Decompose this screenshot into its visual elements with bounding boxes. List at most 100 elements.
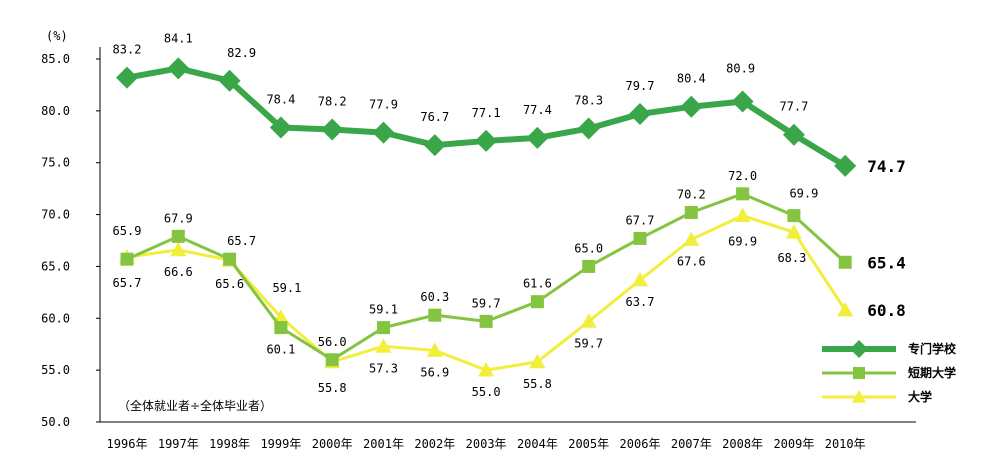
y-tick-label: 55.0 (41, 363, 70, 377)
legend-marker (850, 340, 868, 358)
data-label: 55.8 (318, 381, 347, 395)
y-tick-label: 75.0 (41, 156, 70, 170)
data-label: 77.1 (472, 106, 501, 120)
data-label: 56.0 (318, 335, 347, 349)
data-label: 65.7 (113, 276, 142, 290)
data-point (837, 301, 854, 317)
legend-item: 专门学校 (822, 340, 957, 358)
x-tick-label: 1997年 (158, 437, 199, 451)
data-label: 55.8 (523, 377, 552, 391)
data-point (683, 231, 700, 246)
series-diamond (116, 57, 857, 177)
data-point (321, 118, 344, 141)
data-label: 60.8 (867, 301, 906, 320)
data-label: 66.6 (164, 265, 193, 279)
series-layer (116, 57, 857, 377)
data-label: 63.7 (626, 295, 655, 309)
data-label: 67.9 (164, 211, 193, 225)
y-axis-unit-label: (%) (46, 29, 68, 43)
x-tick-label: 2010年 (825, 437, 866, 451)
data-label: 76.7 (420, 110, 449, 124)
data-label: 78.2 (318, 95, 347, 109)
y-tick-label: 80.0 (41, 104, 70, 118)
data-point (423, 134, 446, 157)
data-point (629, 102, 651, 125)
data-point (325, 353, 339, 367)
legend-label: 大学 (908, 389, 932, 404)
x-tick-label: 2007年 (671, 437, 712, 451)
legend-marker (853, 367, 865, 379)
x-tick-label: 2003年 (466, 437, 507, 451)
data-point (171, 229, 185, 243)
x-tick-label: 1996年 (107, 437, 148, 451)
y-tick-label: 70.0 (41, 208, 70, 222)
data-point (120, 252, 134, 266)
data-label: 55.0 (472, 385, 501, 399)
data-label: 78.3 (574, 93, 603, 107)
data-point (838, 255, 852, 269)
data-label: 60.3 (420, 290, 449, 304)
x-tick-label: 2005年 (568, 437, 609, 451)
data-label: 60.1 (266, 343, 295, 357)
data-point (787, 209, 801, 223)
data-point (577, 117, 600, 140)
data-label: 80.4 (677, 72, 706, 86)
data-point (377, 321, 390, 335)
data-label: 69.9 (789, 187, 818, 201)
data-point (526, 126, 549, 149)
y-tick-label: 65.0 (41, 259, 70, 273)
data-point (731, 90, 754, 113)
data-label: 68.3 (777, 251, 806, 265)
data-label: 67.7 (626, 213, 655, 227)
data-label: 74.7 (867, 157, 906, 176)
data-label: 56.9 (420, 365, 449, 379)
data-label: 65.0 (574, 241, 603, 255)
data-point (428, 308, 442, 322)
data-label: 65.4 (867, 253, 906, 272)
data-label: 67.6 (677, 254, 706, 268)
data-point (170, 241, 187, 257)
series-triangle (119, 207, 854, 377)
y-tick-label: 60.0 (41, 311, 70, 325)
data-label: 59.7 (574, 336, 603, 350)
data-label: 59.1 (272, 281, 301, 295)
data-label: 61.6 (523, 277, 552, 291)
data-point (680, 95, 703, 118)
data-point (782, 123, 805, 146)
legend-item: 短期大学 (822, 365, 956, 380)
x-tick-label: 2001年 (363, 437, 404, 451)
data-point (530, 295, 544, 309)
data-point (426, 342, 443, 357)
data-point (834, 154, 857, 177)
data-label: 84.1 (164, 31, 193, 45)
x-tick-label: 2002年 (414, 437, 455, 451)
data-point (734, 207, 751, 223)
data-label: 77.9 (369, 98, 398, 112)
data-label: 77.4 (523, 103, 552, 117)
data-point (633, 231, 647, 245)
series-square (120, 187, 852, 367)
data-label: 79.7 (626, 79, 655, 93)
data-point (116, 66, 138, 89)
x-tick-label: 2008年 (722, 437, 763, 451)
data-point (529, 353, 546, 369)
legend-marker (852, 390, 866, 403)
y-tick-label: 50.0 (41, 415, 70, 429)
data-point (785, 224, 802, 239)
x-tick-label: 2006年 (620, 437, 661, 451)
data-point (479, 314, 493, 328)
data-point (269, 116, 292, 139)
data-point (274, 321, 288, 335)
data-point (218, 69, 241, 92)
data-point (223, 252, 237, 266)
axes: 50.0 55.0 60.0 65.0 70.0 75.0 80.0 85.0 1996年 199… (41, 47, 916, 451)
data-label: 59.7 (472, 296, 501, 310)
x-tick-label: 1998年 (209, 437, 250, 451)
data-label: 57.3 (369, 361, 398, 375)
data-point (478, 362, 495, 377)
data-label: 65.7 (227, 234, 256, 248)
data-label: 59.1 (369, 303, 398, 317)
x-tick-label: 1999年 (260, 437, 301, 451)
x-tick-label: 2000年 (312, 437, 353, 451)
